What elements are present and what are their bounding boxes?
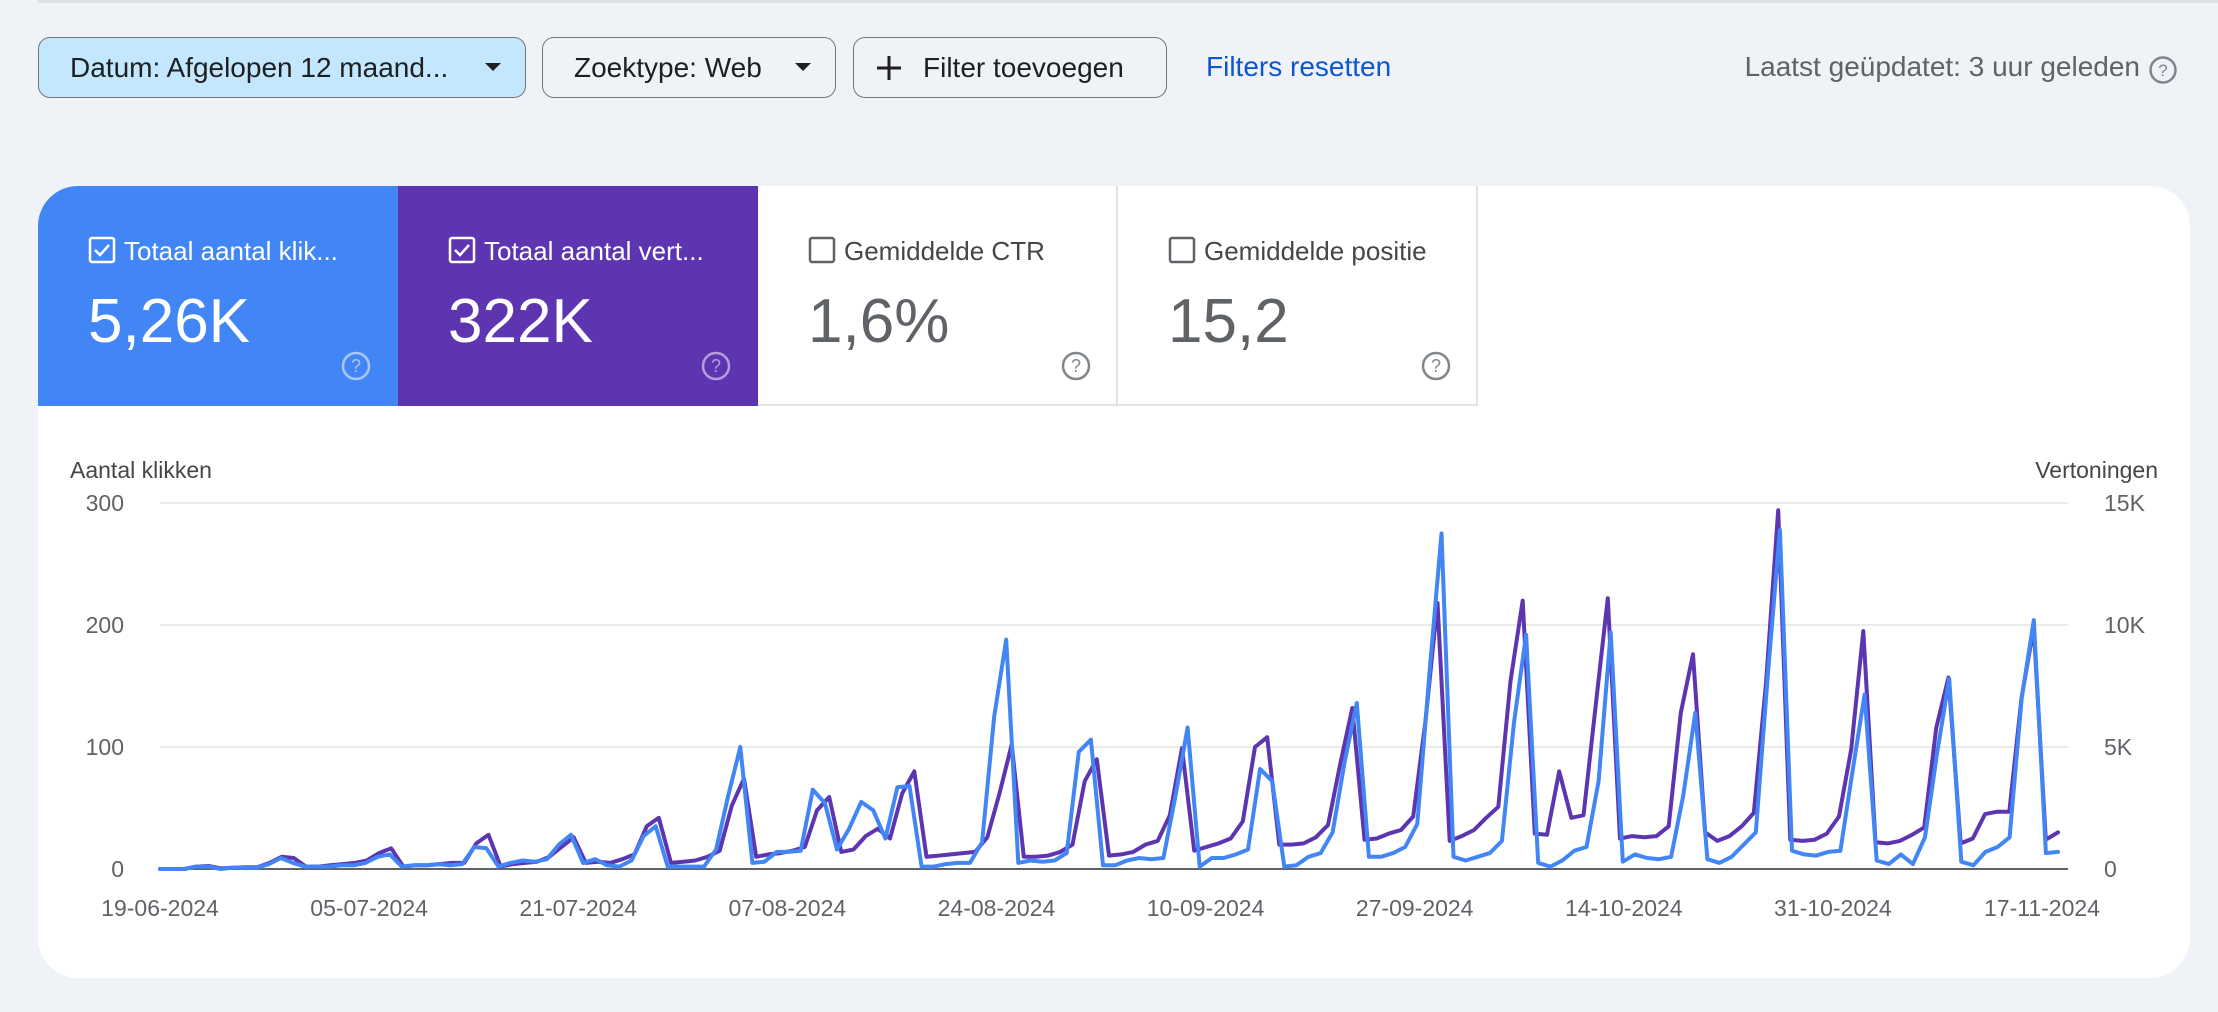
y-tick-left: 0 — [111, 856, 124, 882]
x-tick-label: 19-06-2024 — [101, 895, 219, 921]
impressions-series-line — [158, 508, 2060, 871]
date-filter-label: Datum: Afgelopen 12 maand... — [70, 51, 449, 83]
x-tick-label: 21-07-2024 — [519, 895, 637, 921]
metric-value: 5,26K — [88, 287, 251, 356]
metric-tile-clicks[interactable]: Totaal aantal klik... 5,26K ? — [38, 186, 398, 406]
svg-text:?: ? — [711, 356, 721, 376]
checkbox-unchecked-icon[interactable] — [808, 236, 836, 264]
y-tick-right: 0 — [2104, 856, 2117, 882]
metric-label: Totaal aantal klik... — [124, 236, 338, 266]
add-filter-label: Filter toevoegen — [923, 51, 1124, 83]
x-tick-label: 05-07-2024 — [310, 895, 428, 921]
metric-label: Gemiddelde positie — [1204, 236, 1427, 266]
y-tick-right: 5K — [2104, 734, 2133, 760]
reset-filters-link[interactable]: Filters resetten — [1206, 51, 1392, 82]
x-tick-label: 07-08-2024 — [729, 895, 847, 921]
metric-value: 1,6% — [808, 287, 950, 356]
x-axis-ticks: 19-06-2024 05-07-2024 21-07-2024 07-08-2024… — [101, 895, 2100, 921]
clicks-series-line — [158, 527, 2060, 871]
last-updated-text: Laatst geüpdatet: 3 uur geleden — [1744, 51, 2140, 82]
chevron-down-icon — [485, 63, 501, 71]
chart-grid — [160, 502, 2068, 870]
x-tick-label: 24-08-2024 — [938, 895, 1056, 921]
x-tick-label: 17-11-2024 — [1984, 895, 2100, 921]
y-axis-left-label: Aantal klikken — [70, 457, 212, 483]
metric-value: 15,2 — [1168, 287, 1289, 356]
y-tick-left: 200 — [86, 612, 124, 638]
metric-tile-ctr[interactable]: Gemiddelde CTR 1,6% ? — [758, 186, 1118, 406]
chevron-down-icon — [795, 63, 811, 71]
help-icon[interactable]: ? — [2148, 55, 2178, 85]
y-axis-right-label: Vertoningen — [2035, 457, 2158, 483]
x-tick-label: 14-10-2024 — [1565, 895, 1683, 921]
help-icon[interactable]: ? — [700, 350, 732, 382]
chart-series — [158, 508, 2060, 871]
x-tick-label: 31-10-2024 — [1774, 895, 1892, 921]
top-divider — [38, 0, 2218, 3]
metric-label: Totaal aantal vert... — [484, 236, 704, 266]
svg-text:?: ? — [1071, 356, 1081, 376]
help-icon[interactable]: ? — [340, 350, 372, 382]
checkbox-checked-icon[interactable] — [448, 236, 476, 264]
metric-tile-impressions[interactable]: Totaal aantal vert... 322K ? — [398, 186, 758, 406]
help-icon[interactable]: ? — [1420, 350, 1452, 382]
add-filter-button[interactable]: Filter toevoegen — [853, 37, 1167, 98]
y-axis-ticks: 0 0 100 5K 200 10K 300 15K — [86, 490, 2146, 882]
search-type-label: Zoektype: Web — [574, 51, 762, 83]
y-tick-right: 15K — [2104, 490, 2146, 516]
y-tick-left: 100 — [86, 734, 124, 760]
checkbox-unchecked-icon[interactable] — [1168, 236, 1196, 264]
help-icon[interactable]: ? — [1060, 350, 1092, 382]
metric-label: Gemiddelde CTR — [844, 236, 1045, 266]
metric-tile-position[interactable]: Gemiddelde positie 15,2 ? — [1118, 186, 1478, 406]
svg-text:?: ? — [1431, 356, 1441, 376]
performance-chart: Aantal klikken Vertoningen 0 0 100 5K 200 10K… — [70, 457, 2158, 921]
plus-icon — [877, 55, 901, 80]
svg-text:?: ? — [2158, 61, 2167, 80]
x-tick-label: 27-09-2024 — [1356, 895, 1474, 921]
y-tick-left: 300 — [86, 490, 124, 516]
x-tick-label: 10-09-2024 — [1147, 895, 1265, 921]
y-tick-right: 10K — [2104, 612, 2146, 638]
checkbox-checked-icon[interactable] — [88, 236, 116, 264]
svg-text:?: ? — [351, 356, 361, 376]
date-filter-chip[interactable]: Datum: Afgelopen 12 maand... — [38, 37, 526, 98]
search-type-chip[interactable]: Zoektype: Web — [542, 37, 836, 98]
performance-card: Totaal aantal klik... 5,26K ? Totaal aan… — [38, 186, 2190, 978]
metric-value: 322K — [448, 287, 593, 356]
